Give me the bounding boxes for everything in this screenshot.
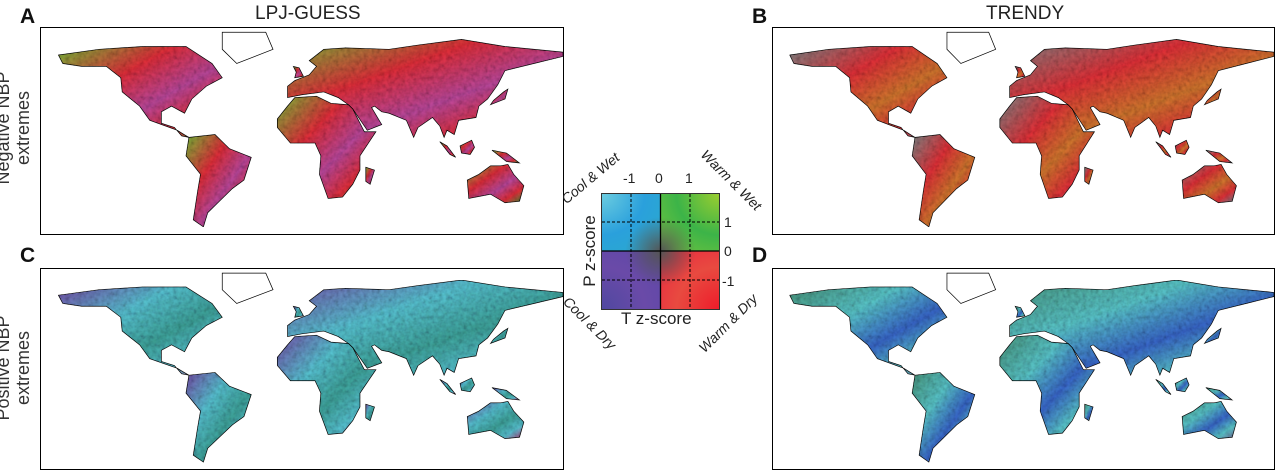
x-axis-label: T z-score [621, 309, 692, 328]
column-title-lpj-guess: LPJ-GUESS [255, 3, 361, 24]
x-tick-neg1: -1 [623, 170, 636, 186]
column-title-trendy: TRENDY [986, 3, 1065, 24]
landmass-australia [1181, 401, 1237, 440]
landmass-south-america [185, 134, 252, 228]
landmass-australia [466, 163, 525, 204]
landmass-borneo [1174, 377, 1190, 393]
landmass-uk [1014, 65, 1026, 79]
landmass-japan [1203, 88, 1222, 106]
landmass-sumatra [439, 379, 456, 395]
map-panel-a [40, 27, 564, 235]
panel-letter-b: B [752, 5, 768, 28]
landmass-borneo [459, 139, 475, 155]
landmass-borneo [1174, 139, 1190, 155]
panel-letter-a: A [20, 5, 36, 28]
world-map [57, 31, 563, 228]
map-panel-b [772, 27, 1275, 235]
landmass-north-america [789, 46, 948, 138]
landmass-eurasia [287, 39, 563, 139]
landmass-south-america [911, 134, 976, 228]
row-label-line1: Positive NBP [0, 315, 13, 421]
landmass-borneo [459, 377, 475, 393]
landmass-new-guinea [1205, 387, 1234, 401]
landmass-japan [1203, 327, 1222, 345]
landmass-south-america [185, 372, 252, 463]
landmass-new-guinea [1205, 149, 1234, 164]
landmass-greenland [221, 31, 274, 64]
landmass-eurasia [287, 279, 563, 377]
row-label-negative: Negative NBP extremes [0, 23, 33, 233]
landmass-madagascar [365, 166, 375, 185]
landmass-sumatra [1155, 379, 1172, 395]
y-tick-neg1: -1 [722, 273, 735, 289]
bivariate-color-legend [601, 193, 720, 310]
y-tick-0: 0 [724, 243, 732, 259]
landmass-africa [999, 95, 1096, 199]
landmass-eurasia [1009, 39, 1274, 139]
world-map [789, 272, 1274, 463]
map-panel-c [40, 268, 564, 470]
landmass-sumatra [439, 141, 456, 158]
landmass-eurasia [1009, 279, 1274, 377]
landmass-sumatra [1155, 141, 1172, 158]
landmass-new-guinea [491, 387, 521, 401]
landmass-north-america [57, 46, 223, 138]
landmass-japan [489, 88, 509, 106]
landmass-new-guinea [491, 149, 521, 164]
panel-letter-d: D [752, 244, 768, 267]
y-tick-1: 1 [724, 214, 732, 230]
landmass-uk [292, 305, 304, 318]
world-map [789, 31, 1274, 228]
landmass-madagascar [1084, 166, 1094, 185]
landmass-uk [1014, 305, 1026, 318]
landmass-madagascar [365, 403, 375, 422]
landmass-madagascar [1084, 403, 1094, 422]
landmass-greenland [946, 31, 997, 64]
y-axis-label: P z-score [580, 215, 599, 287]
row-label-line2: extremes [13, 330, 33, 406]
landmass-uk [292, 65, 304, 79]
landmass-africa [276, 334, 377, 435]
row-label-line2: extremes [13, 90, 33, 166]
x-tick-0: 0 [655, 170, 663, 186]
landmass-japan [489, 327, 509, 345]
landmass-north-america [789, 286, 948, 376]
map-panel-d [772, 268, 1275, 470]
row-label-line1: Negative NBP [0, 71, 13, 185]
row-label-positive: Positive NBP extremes [0, 263, 33, 473]
world-map [57, 272, 563, 463]
landmass-australia [1181, 163, 1237, 204]
landmass-africa [276, 95, 377, 199]
landmass-south-america [911, 372, 976, 463]
landmass-greenland [946, 272, 997, 304]
landmass-africa [999, 334, 1096, 435]
panel-letter-c: C [20, 244, 36, 267]
landmass-greenland [221, 272, 274, 304]
landmass-australia [466, 401, 525, 440]
landmass-north-america [57, 286, 223, 376]
x-tick-1: 1 [685, 170, 693, 186]
